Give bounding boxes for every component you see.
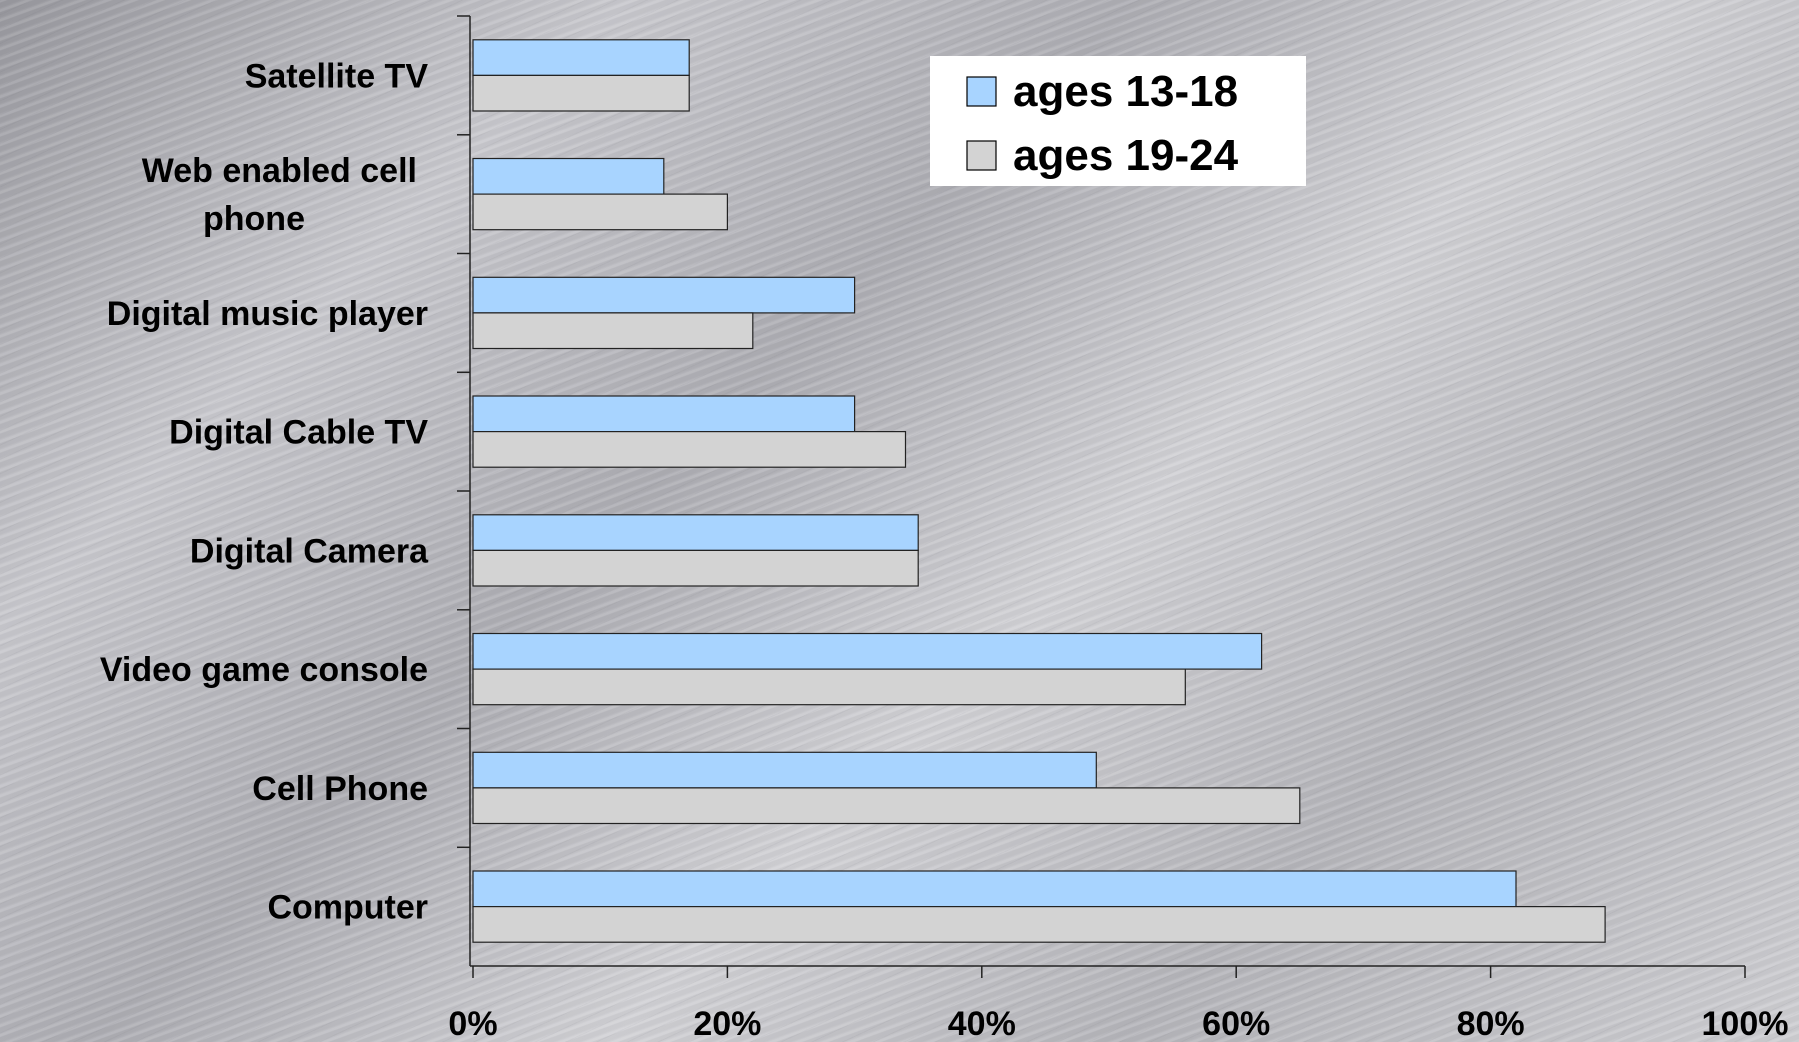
category-label: Digital Cable TV xyxy=(169,414,428,452)
bar-ages-19-24-2 xyxy=(472,312,754,350)
category-label: Web enabled cell xyxy=(142,152,417,190)
category-label: Computer xyxy=(267,889,428,927)
bar-ages-19-24-0 xyxy=(472,74,690,112)
bar-ages-19-24-1 xyxy=(472,193,728,231)
bar-ages-19-24-5 xyxy=(472,668,1186,706)
legend-label-ages-19-24: ages 19-24 xyxy=(1013,131,1239,180)
category-labels: Satellite TV Web enabled cell phone Digital… xyxy=(100,57,429,926)
x-tick-label: 0% xyxy=(448,1005,497,1042)
x-tick-label: 20% xyxy=(693,1005,761,1042)
legend-label-ages-13-18: ages 13-18 xyxy=(1013,67,1238,116)
bar-ages-13-18-1 xyxy=(472,157,665,195)
x-tick-label: 40% xyxy=(948,1005,1016,1042)
bar-ages-19-24-3 xyxy=(472,431,907,468)
legend-swatch-ages-19-24 xyxy=(966,140,997,171)
bar-ages-19-24-7 xyxy=(472,905,1606,943)
x-tick-label: 80% xyxy=(1457,1005,1525,1042)
category-label: phone xyxy=(203,200,305,238)
bar-ages-13-18-6 xyxy=(472,751,1097,789)
bar-ages-13-18-4 xyxy=(472,514,919,551)
bar-ages-19-24-4 xyxy=(472,549,919,587)
bar-ages-13-18-7 xyxy=(472,870,1517,908)
category-label: Digital Camera xyxy=(190,532,429,570)
legend: ages 13-18 ages 19-24 xyxy=(930,56,1306,186)
x-tick-labels: 0% 20% 40% 60% 80% 100% xyxy=(448,1005,1788,1042)
x-tick-label: 100% xyxy=(1702,1005,1789,1042)
bar-ages-19-24-6 xyxy=(472,787,1301,825)
bar-ages-13-18-2 xyxy=(472,276,856,314)
bar-ages-13-18-3 xyxy=(472,395,856,433)
category-label: Video game console xyxy=(100,651,428,689)
bars-group xyxy=(472,39,1606,943)
category-label: Cell Phone xyxy=(252,770,428,808)
bar-ages-13-18-0 xyxy=(472,39,690,76)
legend-swatch-ages-13-18 xyxy=(966,76,997,107)
x-tick-label: 60% xyxy=(1202,1005,1270,1042)
category-label: Satellite TV xyxy=(245,57,429,95)
bar-ages-13-18-5 xyxy=(472,632,1263,670)
axes-group xyxy=(457,15,1746,978)
category-label: Digital music player xyxy=(107,295,428,333)
